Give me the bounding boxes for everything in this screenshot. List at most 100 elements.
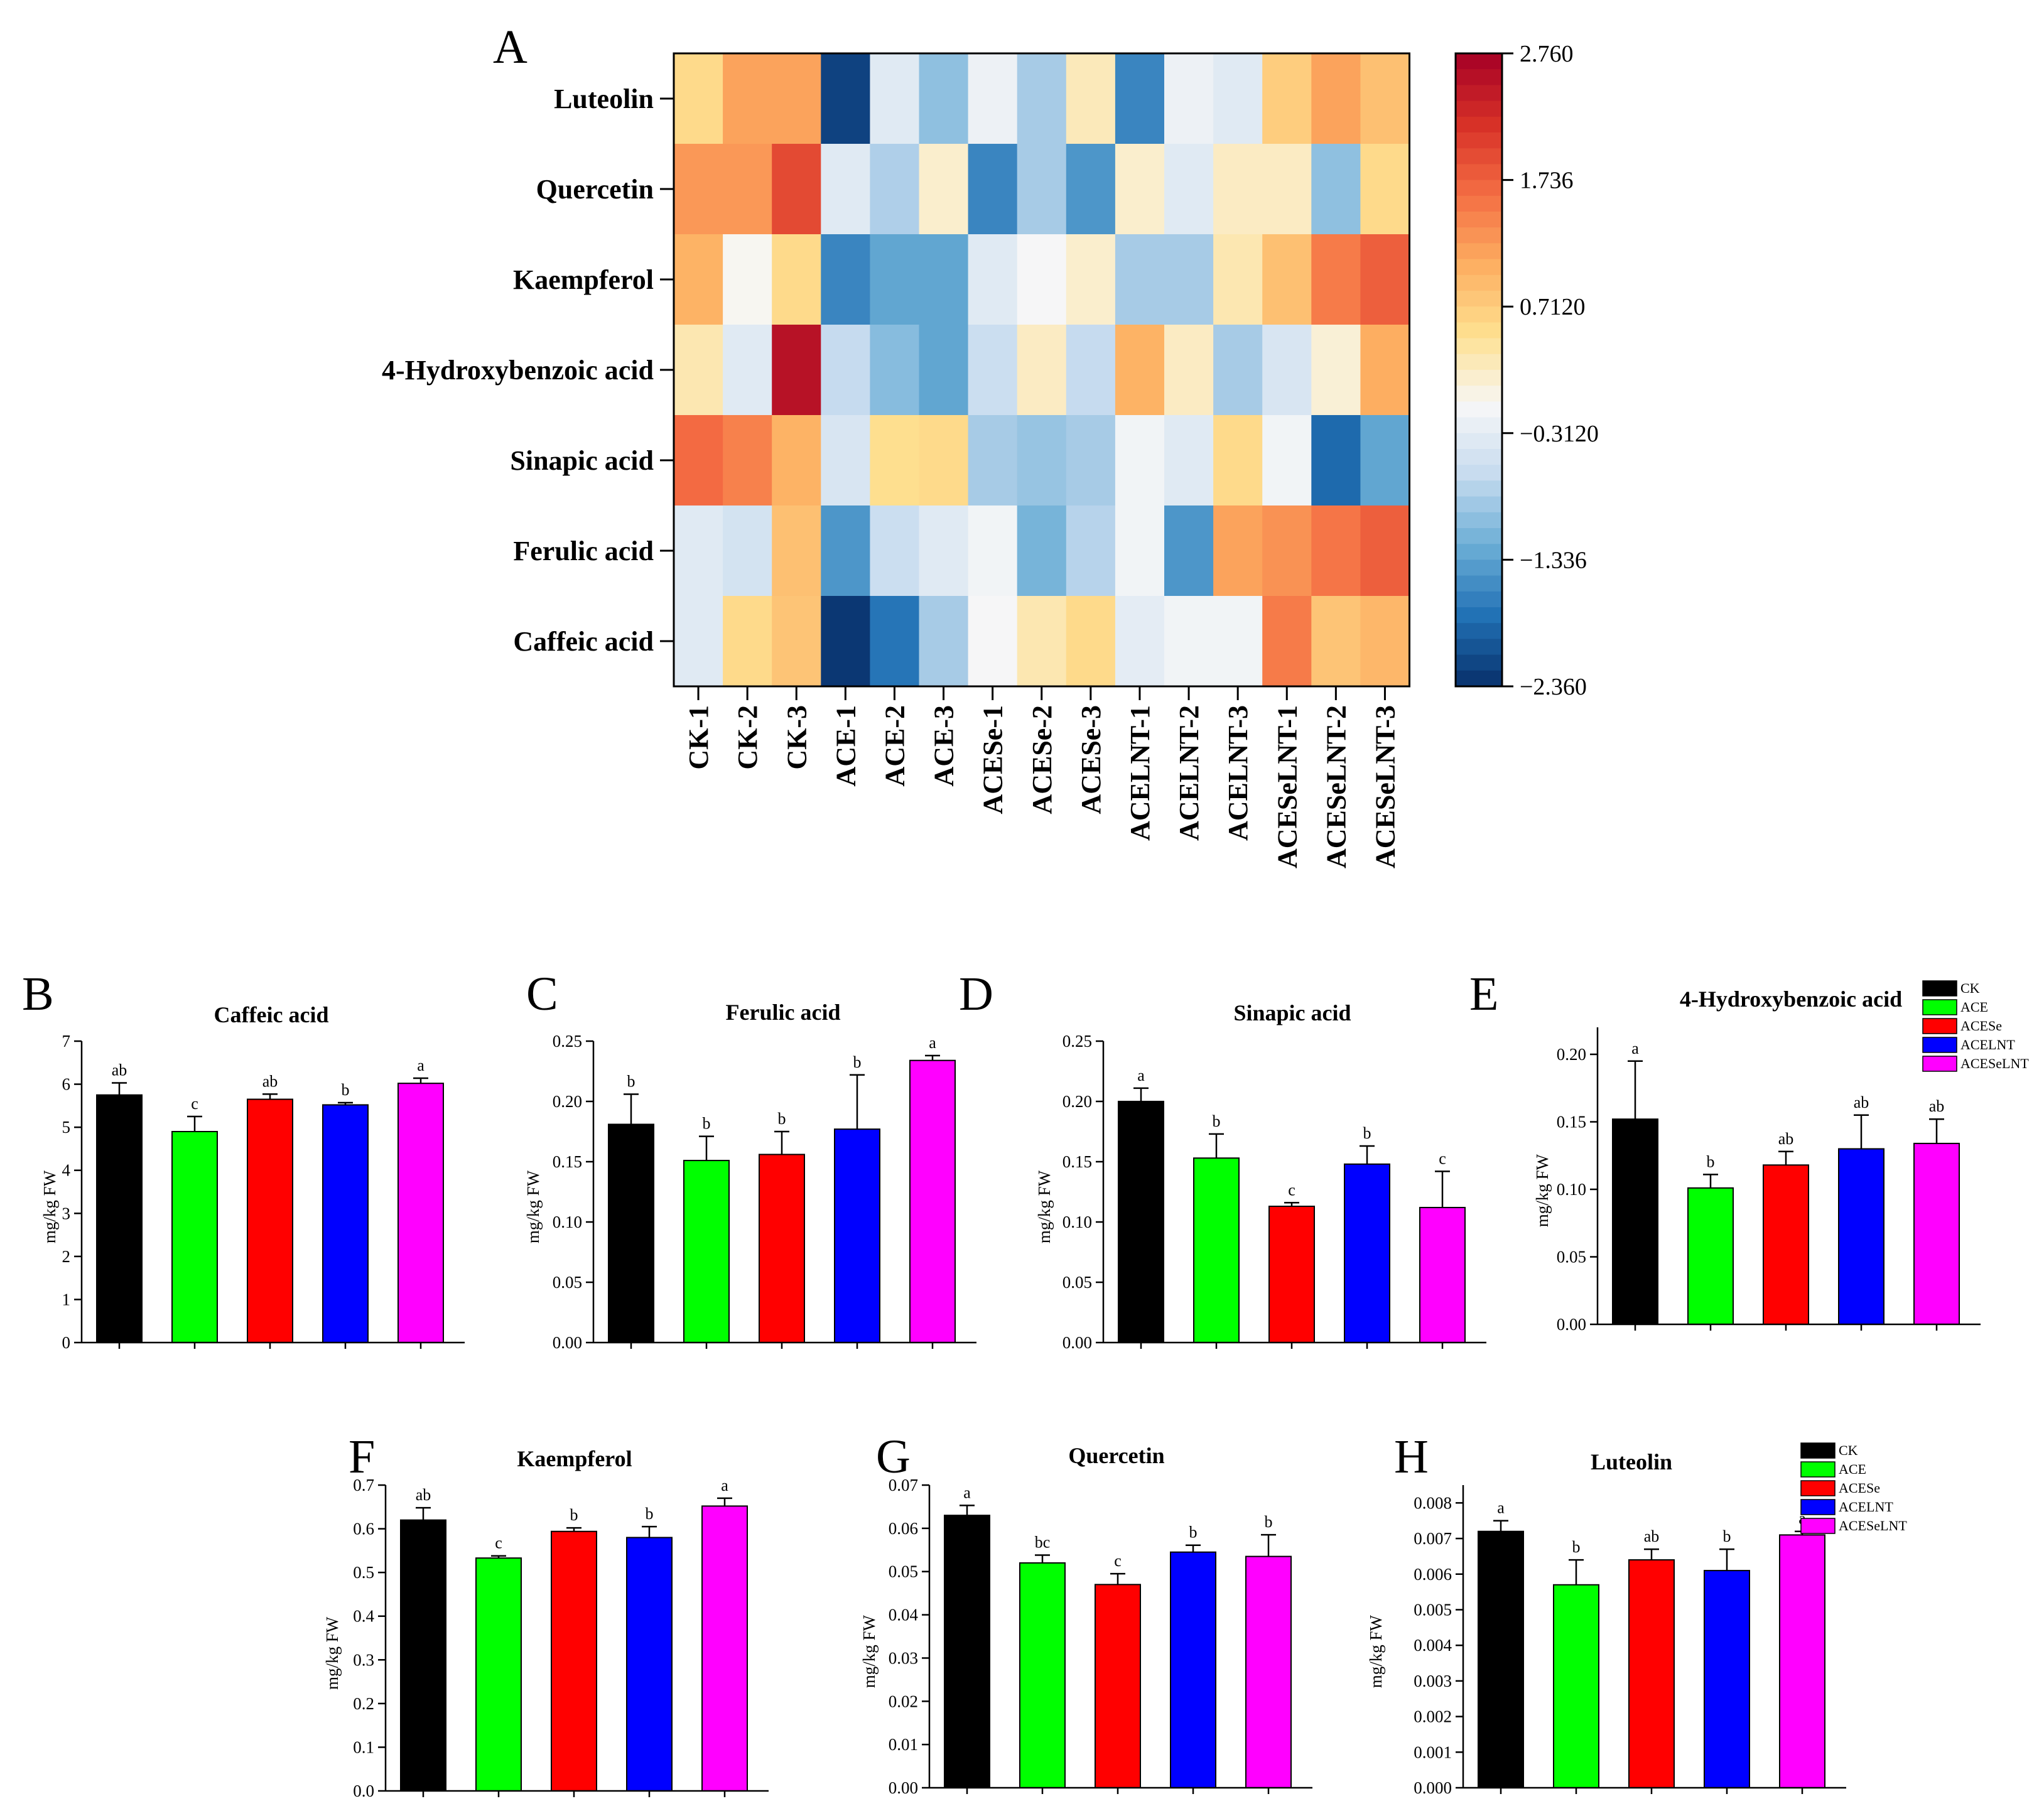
y-tick-label: 0.2 xyxy=(353,1694,374,1713)
significance-letter-acelnt: b xyxy=(342,1081,350,1099)
colorbar-segment xyxy=(1456,116,1502,133)
y-tick-label: 0.03 xyxy=(889,1648,918,1667)
y-tick-label: 0.5 xyxy=(353,1563,374,1582)
legend-label-acelnt: ACELNT xyxy=(1960,1037,2015,1052)
y-tick-label: 0.001 xyxy=(1414,1743,1452,1761)
panel-letter-b: B xyxy=(22,968,54,1020)
heatmap-col-label: ACESe-2 xyxy=(1027,705,1057,814)
heatmap-cell-caffeic-acid-acelnt-2 xyxy=(1164,596,1214,687)
heatmap-col-label: ACELNT-2 xyxy=(1174,705,1204,841)
colorbar-segment xyxy=(1456,670,1502,687)
heatmap-cell-caffeic-acid-ace-3 xyxy=(919,596,969,687)
heatmap-cell-caffeic-acid-aceselnt-3 xyxy=(1360,596,1410,687)
bar-acelnt xyxy=(1344,1163,1390,1343)
y-tick-label: 3 xyxy=(62,1204,71,1223)
y-tick-label: 0.02 xyxy=(889,1692,918,1711)
bar-chart-caffeic-acid: B Caffeic acid 0 1 2 3 4 5 6 7 ab c ab b a mg/kg FW xyxy=(22,968,465,1352)
heatmap-col-label: CK-2 xyxy=(732,705,763,770)
heatmap-col-label: ACE-1 xyxy=(830,705,861,787)
heatmap-cell-luteolin-ace-2 xyxy=(870,53,920,144)
significance-letter-acelnt: b xyxy=(1189,1523,1198,1542)
heatmap-col-label: CK-3 xyxy=(781,705,812,770)
heatmap-col-label: ACELNT-3 xyxy=(1223,705,1253,841)
heatmap-cell-caffeic-acid-ck-1 xyxy=(674,596,723,687)
significance-letter-acese: b xyxy=(778,1110,786,1128)
heatmap-cell-4-hydroxybenzoic-acid-ace-3 xyxy=(919,325,969,416)
bar-ace xyxy=(1553,1584,1599,1788)
heatmap-cell-4-hydroxybenzoic-acid-ck-2 xyxy=(723,325,772,416)
heatmap-panel: A Luteolin Quercetin Kaempferol 4-Hydroxyben… xyxy=(382,21,1599,868)
heatmap-cell-quercetin-acese-3 xyxy=(1066,144,1116,235)
colorbar-segment xyxy=(1456,544,1502,561)
heatmap-cell-luteolin-acelnt-3 xyxy=(1213,53,1263,144)
heatmap-cell-quercetin-aceselnt-2 xyxy=(1311,144,1361,235)
colorbar-tick-label: 2.760 xyxy=(1520,41,1574,67)
colorbar-segment xyxy=(1456,354,1502,370)
legend-label-acelnt: ACELNT xyxy=(1839,1499,1893,1515)
bar-aceselnt xyxy=(1245,1555,1292,1788)
chart-title: Luteolin xyxy=(1591,1449,1672,1474)
y-tick-label: 0.20 xyxy=(553,1092,582,1111)
heatmap-cell-sinapic-acid-acelnt-1 xyxy=(1115,415,1165,506)
heatmap-row-label: 4-Hydroxybenzoic acid xyxy=(382,355,654,386)
colorbar-segment xyxy=(1456,370,1502,386)
y-tick-label: 0.05 xyxy=(889,1562,918,1581)
significance-letter-ace: c xyxy=(191,1095,198,1113)
y-tick-label: 0.002 xyxy=(1414,1707,1452,1726)
heatmap-cell-caffeic-acid-acese-2 xyxy=(1017,596,1067,687)
significance-letter-ck: b xyxy=(627,1072,635,1090)
legend-swatch-ck xyxy=(1922,980,1957,997)
y-tick-label: 0.00 xyxy=(889,1778,918,1797)
heatmap-cell-kaempferol-ck-3 xyxy=(772,234,821,325)
heatmap-col-label: ACESe-1 xyxy=(978,705,1008,814)
heatmap-col-label: ACESeLNT-3 xyxy=(1370,705,1400,868)
heatmap-cell-4-hydroxybenzoic-acid-ace-2 xyxy=(870,325,920,416)
heatmap-cell-quercetin-ace-3 xyxy=(919,144,969,235)
heatmap-cell-caffeic-acid-acese-1 xyxy=(968,596,1018,687)
y-tick-label: 0.000 xyxy=(1414,1778,1452,1797)
heatmap-cell-quercetin-acelnt-3 xyxy=(1213,144,1263,235)
heatmap-col-label: ACESeLNT-2 xyxy=(1321,705,1351,868)
legend-swatch-ace xyxy=(1800,1461,1836,1478)
heatmap-cell-4-hydroxybenzoic-acid-acelnt-3 xyxy=(1213,325,1263,416)
heatmap-cell-sinapic-acid-ck-1 xyxy=(674,415,723,506)
panel-letter-c: C xyxy=(526,968,558,1020)
significance-letter-acese: ab xyxy=(1778,1130,1794,1148)
y-tick-label: 0.003 xyxy=(1414,1672,1452,1690)
heatmap-row-label: Sinapic acid xyxy=(510,445,654,476)
heatmap-cell-quercetin-ace-1 xyxy=(821,144,870,235)
legend-swatch-acelnt xyxy=(1922,1037,1957,1053)
significance-letter-aceselnt: a xyxy=(721,1476,728,1495)
heatmap-cell-kaempferol-acese-3 xyxy=(1066,234,1116,325)
panel-letter-e: E xyxy=(1469,968,1498,1020)
heatmap-cell-sinapic-acid-acese-2 xyxy=(1017,415,1067,506)
colorbar-tick-label: −0.3120 xyxy=(1520,421,1599,447)
significance-letter-acese: c xyxy=(1288,1181,1295,1199)
significance-letter-acese: c xyxy=(1114,1552,1122,1570)
heatmap-cell-luteolin-aceselnt-1 xyxy=(1262,53,1312,144)
bar-aceselnt xyxy=(1419,1206,1466,1343)
colorbar-segment xyxy=(1456,274,1502,291)
heatmap-cell-sinapic-acid-acese-3 xyxy=(1066,415,1116,506)
heatmap-cell-ferulic-acid-acese-3 xyxy=(1066,505,1116,597)
heatmap-cell-quercetin-ck-1 xyxy=(674,144,723,235)
significance-letter-ace: b xyxy=(1572,1538,1581,1556)
heatmap-cell-luteolin-acese-2 xyxy=(1017,53,1067,144)
significance-letter-acelnt: b xyxy=(1363,1124,1371,1142)
heatmap-cell-sinapic-acid-acelnt-3 xyxy=(1213,415,1263,506)
heatmap-col-label: ACELNT-1 xyxy=(1125,705,1155,841)
heatmap-cell-sinapic-acid-aceselnt-1 xyxy=(1262,415,1312,506)
bar-aceselnt xyxy=(1779,1534,1825,1788)
colorbar-segment xyxy=(1456,180,1502,197)
heatmap-cell-sinapic-acid-ck-3 xyxy=(772,415,821,506)
y-tick-label: 0.10 xyxy=(1557,1180,1586,1199)
colorbar-segment xyxy=(1456,528,1502,544)
heatmap-cell-kaempferol-acese-1 xyxy=(968,234,1018,325)
y-tick-label: 6 xyxy=(62,1075,71,1094)
y-axis-label: mg/kg FW xyxy=(1533,1154,1552,1228)
heatmap-cell-4-hydroxybenzoic-acid-acelnt-2 xyxy=(1164,325,1214,416)
significance-letter-aceselnt: a xyxy=(417,1056,424,1074)
heatmap-cell-caffeic-acid-ace-1 xyxy=(821,596,870,687)
legend-label-aceselnt: ACESeLNT xyxy=(1839,1518,1907,1533)
